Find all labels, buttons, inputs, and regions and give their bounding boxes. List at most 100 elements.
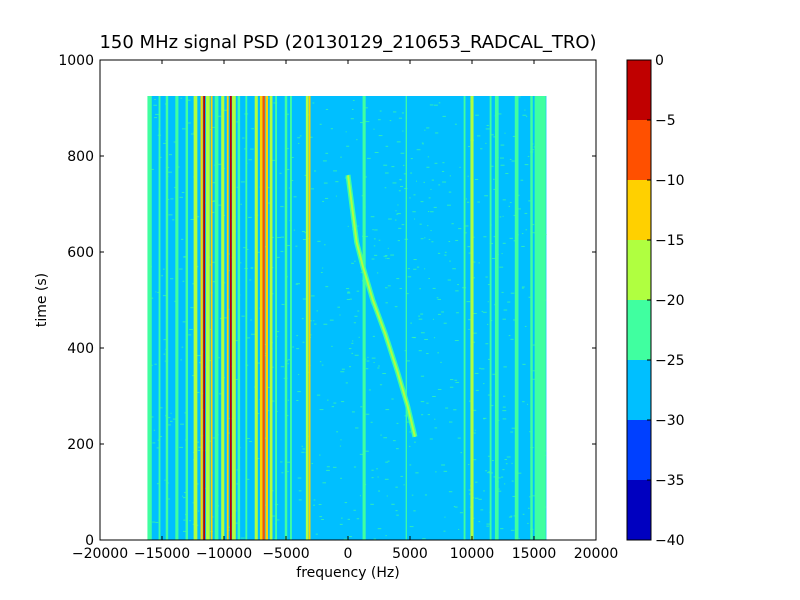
heatmap-speckle-cell xyxy=(167,198,170,200)
heatmap-speckle-cell xyxy=(396,141,401,143)
heatmap-speckle-cell xyxy=(345,288,350,290)
heatmap-speckle-cell xyxy=(416,180,418,182)
heatmap-speckle-cell xyxy=(431,179,434,181)
heatmap-speckle-cell xyxy=(374,151,379,153)
heatmap-speckle-cell xyxy=(384,255,388,257)
signal-line xyxy=(232,96,236,540)
colorbar-tick-label: −30 xyxy=(655,413,685,429)
heatmap-speckle-cell xyxy=(335,195,337,197)
heatmap-speckle-cell xyxy=(152,442,156,444)
heatmap-speckle-cell xyxy=(170,278,174,280)
heatmap-speckle-cell xyxy=(483,383,485,385)
heatmap-speckle-cell xyxy=(475,389,479,391)
heatmap-speckle-cell xyxy=(503,395,506,397)
heatmap-speckle-cell xyxy=(492,258,495,260)
heatmap-speckle-cell xyxy=(319,361,322,363)
heatmap-speckle-cell xyxy=(385,535,387,537)
heatmap-speckle-cell xyxy=(287,359,291,361)
heatmap-speckle-cell xyxy=(391,503,395,505)
heatmap-speckle-cell xyxy=(467,175,469,177)
heatmap-speckle-cell xyxy=(376,272,379,274)
heatmap-speckle-cell xyxy=(298,499,302,501)
heatmap-speckle-cell xyxy=(419,288,421,290)
y-tick-label: 400 xyxy=(67,341,94,357)
heatmap-speckle-cell xyxy=(432,318,435,320)
heatmap-speckle-cell xyxy=(512,135,516,137)
heatmap-speckle-cell xyxy=(180,423,184,425)
heatmap-speckle-cell xyxy=(473,312,477,314)
heatmap-speckle-cell xyxy=(487,472,492,474)
heatmap-speckle-cell xyxy=(409,197,411,199)
heatmap-speckle-cell xyxy=(373,238,376,240)
heatmap-speckle-cell xyxy=(500,157,505,159)
heatmap-speckle-cell xyxy=(296,335,299,337)
heatmap-speckle-cell xyxy=(197,216,200,218)
heatmap-speckle-cell xyxy=(529,496,531,498)
heatmap-speckle-cell xyxy=(339,523,343,525)
heatmap-speckle-cell xyxy=(183,519,186,521)
heatmap-speckle-cell xyxy=(280,366,285,368)
heatmap-speckle-cell xyxy=(331,345,333,347)
heatmap-speckle-cell xyxy=(434,162,438,164)
x-axis-label: frequency (Hz) xyxy=(296,565,399,581)
heatmap-speckle-cell xyxy=(433,206,437,208)
heatmap-speckle-cell xyxy=(428,238,431,240)
heatmap-speckle-cell xyxy=(189,520,191,522)
heatmap-speckle-cell xyxy=(180,97,183,99)
heatmap-speckle-cell xyxy=(455,290,459,292)
heatmap-speckle-cell xyxy=(316,310,318,312)
heatmap-speckle-cell xyxy=(312,102,315,104)
heatmap-speckle-cell xyxy=(347,225,349,227)
heatmap-speckle-cell xyxy=(480,368,485,370)
heatmap-speckle-cell xyxy=(250,333,255,335)
heatmap-speckle-cell xyxy=(507,301,511,303)
heatmap-speckle-cell xyxy=(188,122,191,124)
heatmap-speckle-cell xyxy=(458,228,462,230)
heatmap-speckle-cell xyxy=(413,510,416,512)
heatmap-speckle-cell xyxy=(299,135,302,137)
heatmap-speckle-cell xyxy=(518,472,522,474)
heatmap-speckle-cell xyxy=(190,133,195,135)
heatmap-speckle-cell xyxy=(504,132,506,134)
heatmap-speckle-cell xyxy=(301,230,305,232)
heatmap-speckle-cell xyxy=(337,306,340,308)
heatmap-speckle-cell xyxy=(383,164,388,166)
heatmap-speckle-cell xyxy=(436,297,439,299)
heatmap-speckle-cell xyxy=(162,268,165,270)
heatmap-speckle-cell xyxy=(167,424,171,426)
x-tick-label: −10000 xyxy=(196,546,252,562)
heatmap-speckle-cell xyxy=(335,181,339,183)
heatmap-speckle-cell xyxy=(190,218,194,220)
signal-line xyxy=(275,96,278,540)
colorbar-tick-label: −15 xyxy=(655,233,685,249)
heatmap-speckle-cell xyxy=(413,194,416,196)
heatmap-speckle-cell xyxy=(339,314,341,316)
heatmap-speckle-cell xyxy=(497,113,502,115)
colorbar-segment xyxy=(627,60,651,120)
heatmap-speckle-cell xyxy=(241,315,245,317)
heatmap-speckle-cell xyxy=(395,210,397,212)
heatmap-speckle-cell xyxy=(366,360,370,362)
heatmap-speckle-cell xyxy=(391,166,395,168)
colorbar-tick-label: 0 xyxy=(655,53,664,69)
heatmap-speckle-cell xyxy=(340,439,342,441)
heatmap-speckle-cell xyxy=(392,111,397,113)
heatmap-speckle-cell xyxy=(304,232,307,234)
heatmap-speckle-cell xyxy=(167,498,171,500)
heatmap-speckle-cell xyxy=(343,538,348,540)
heatmap-speckle-cell xyxy=(408,445,411,447)
heatmap-speckle-cell xyxy=(378,490,381,492)
heatmap-speckle-cell xyxy=(370,216,375,218)
heatmap-speckle-cell xyxy=(364,450,369,452)
heatmap-speckle-cell xyxy=(491,319,493,321)
heatmap-speckle-cell xyxy=(340,156,342,158)
signal-line xyxy=(245,96,248,540)
heatmap-speckle-cell xyxy=(521,233,524,235)
heatmap-speckle-cell xyxy=(448,191,452,193)
chart-title: 150 MHz signal PSD (20130129_210653_RADC… xyxy=(99,32,596,53)
heatmap-speckle-cell xyxy=(502,215,504,217)
heatmap-speckle-cell xyxy=(306,371,311,373)
signal-line xyxy=(489,96,492,540)
heatmap-speckle-cell xyxy=(181,238,184,240)
heatmap-speckle-cell xyxy=(486,323,489,325)
